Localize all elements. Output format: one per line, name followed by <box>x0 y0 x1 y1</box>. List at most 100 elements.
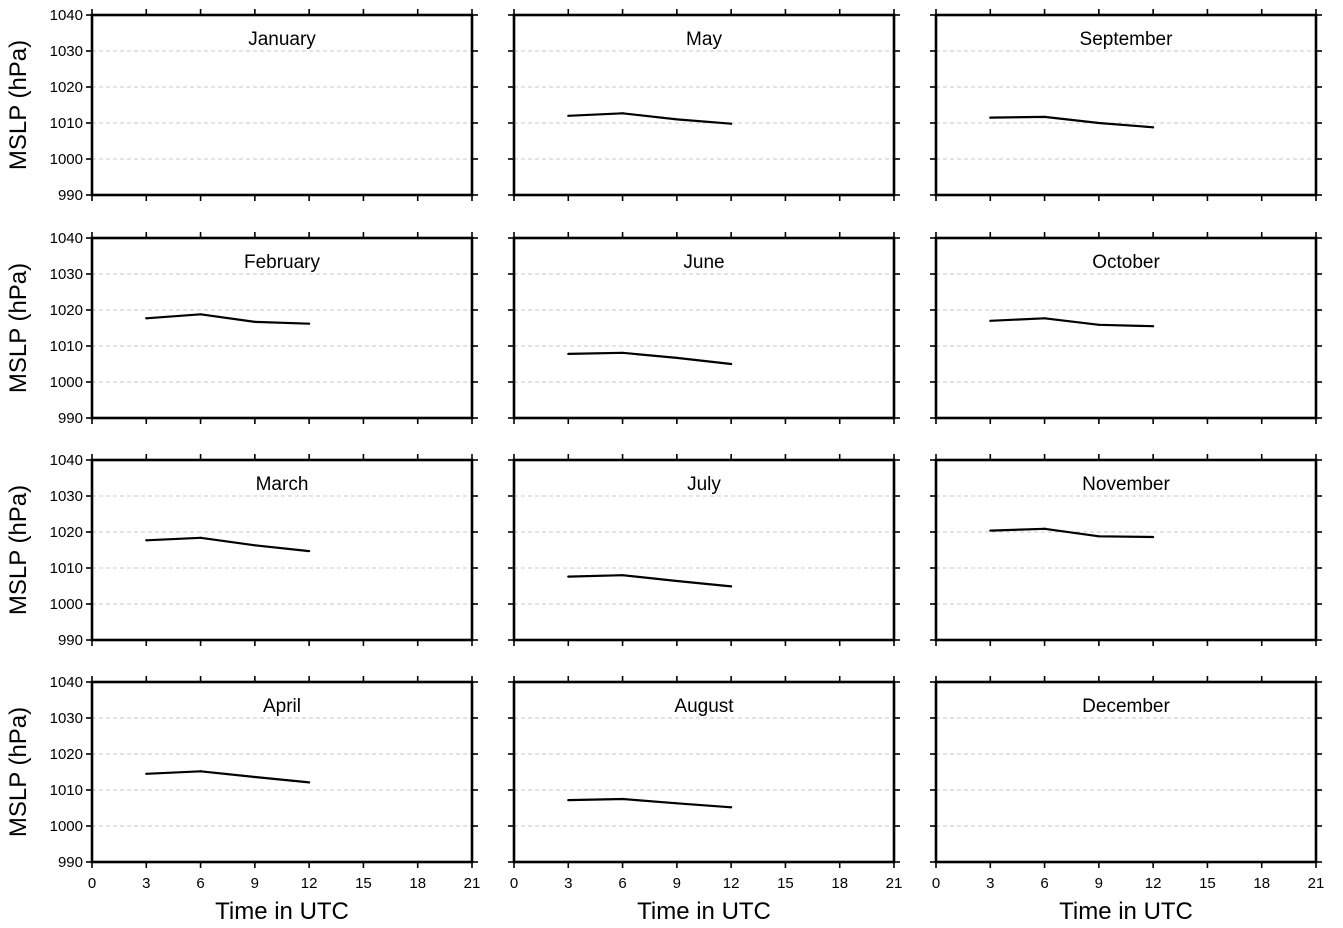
y-tick-label: 990 <box>58 187 83 204</box>
series-line-august <box>568 797 732 809</box>
y-axis-title: MSLP (hPa) <box>5 263 32 393</box>
panel-may: May <box>508 9 900 201</box>
x-tick-label: 6 <box>1040 875 1048 892</box>
x-axis-title: Time in UTC <box>1059 898 1193 925</box>
panel-title: May <box>686 29 722 50</box>
data-point <box>1043 317 1046 320</box>
data-point <box>253 544 256 547</box>
y-tick-label: 1040 <box>50 230 83 247</box>
y-tick-label: 1030 <box>50 488 83 505</box>
x-tick-label: 12 <box>301 875 318 892</box>
y-tick-label: 1010 <box>50 115 83 132</box>
panel-frame <box>934 236 1318 420</box>
panel-frame <box>512 680 896 864</box>
y-tick-label: 1010 <box>50 782 83 799</box>
series-line-october <box>990 317 1154 328</box>
data-point <box>145 539 148 542</box>
panel-december: 0 3 6 9 12 15 18 21 Time in UTC December <box>930 676 1324 925</box>
data-point <box>1152 325 1155 328</box>
series-line-november <box>990 527 1154 539</box>
panel-title: September <box>1080 29 1174 50</box>
data-point <box>145 317 148 320</box>
panel-title: November <box>1082 474 1170 495</box>
data-point <box>567 798 570 802</box>
x-tick-label: 15 <box>1199 875 1216 892</box>
panel-title: July <box>687 474 721 495</box>
panel-july: July <box>508 454 900 646</box>
y-tick-label: 1040 <box>50 452 83 469</box>
panel-april: 990 1000 1010 1020 1030 1040 MSLP (hPa) 0 3 6 9 12 1… <box>5 674 480 925</box>
data-point <box>730 806 733 809</box>
x-tick-label: 18 <box>1253 875 1270 892</box>
series-line-april <box>146 770 310 784</box>
y-tick-label: 1010 <box>50 560 83 577</box>
data-point <box>675 118 678 121</box>
data-point <box>308 781 311 784</box>
data-point <box>675 579 678 583</box>
data-point <box>1152 126 1155 129</box>
x-axis-title: Time in UTC <box>637 898 771 925</box>
y-tick-label: 1020 <box>50 79 83 96</box>
panel-frame <box>934 680 1318 864</box>
data-point <box>989 319 992 322</box>
panel-title: December <box>1082 696 1170 717</box>
x-tick-label: 0 <box>510 875 518 892</box>
x-tick-label: 9 <box>251 875 259 892</box>
x-tick-label: 3 <box>564 875 572 892</box>
x-tick-label: 9 <box>673 875 681 892</box>
panel-frame <box>512 236 896 420</box>
panel-june: June <box>508 232 900 424</box>
x-tick-label: 12 <box>1145 875 1162 892</box>
data-point <box>1043 115 1046 118</box>
y-tick-label: 990 <box>58 632 83 649</box>
panel-october: October <box>930 232 1322 424</box>
panel-frame <box>512 458 896 642</box>
x-tick-label: 12 <box>723 875 740 892</box>
panel-title: June <box>683 252 724 273</box>
panel-frame <box>934 458 1318 642</box>
data-point <box>989 529 992 532</box>
data-point <box>1097 323 1100 326</box>
panel-frame <box>90 13 474 197</box>
data-point <box>308 322 311 325</box>
x-tick-label: 3 <box>142 875 150 892</box>
x-tick-label: 18 <box>409 875 426 892</box>
y-tick-label: 1020 <box>50 524 83 541</box>
data-point <box>1097 121 1100 125</box>
y-tick-label: 1000 <box>50 374 83 391</box>
series-line-june <box>568 351 732 366</box>
series-line-september <box>990 115 1154 129</box>
x-tick-label: 3 <box>986 875 994 892</box>
series-line-march <box>146 536 310 553</box>
data-point <box>199 536 202 539</box>
x-tick-label: 21 <box>464 875 481 892</box>
panel-title: March <box>256 474 309 495</box>
y-axis-title: MSLP (hPa) <box>5 40 32 170</box>
data-point <box>621 797 624 801</box>
y-tick-label: 1010 <box>50 338 83 355</box>
y-tick-label: 1030 <box>50 710 83 727</box>
y-tick-label: 1000 <box>50 151 83 168</box>
data-point <box>675 356 678 359</box>
panel-january: 990 1000 1010 1020 1030 1040 MSLP (hPa) January <box>5 7 478 204</box>
data-point <box>730 585 733 588</box>
panel-frame <box>90 458 474 642</box>
y-axis-title: MSLP (hPa) <box>5 707 32 837</box>
data-point <box>145 772 148 775</box>
y-tick-label: 1000 <box>50 596 83 613</box>
data-point <box>621 351 624 354</box>
x-tick-label: 15 <box>355 875 372 892</box>
series-line-july <box>568 574 732 588</box>
panel-title: April <box>263 696 301 717</box>
y-tick-label: 1020 <box>50 746 83 763</box>
y-tick-label: 1020 <box>50 302 83 319</box>
data-point <box>253 775 256 779</box>
y-tick-label: 1040 <box>50 7 83 24</box>
data-point <box>730 122 733 125</box>
data-point <box>1152 535 1155 539</box>
data-point <box>989 116 992 119</box>
panel-february: 990 1000 1010 1020 1030 1040 MSLP (hPa) Februar… <box>5 230 478 427</box>
panel-title: January <box>248 29 316 50</box>
data-point <box>567 352 570 356</box>
